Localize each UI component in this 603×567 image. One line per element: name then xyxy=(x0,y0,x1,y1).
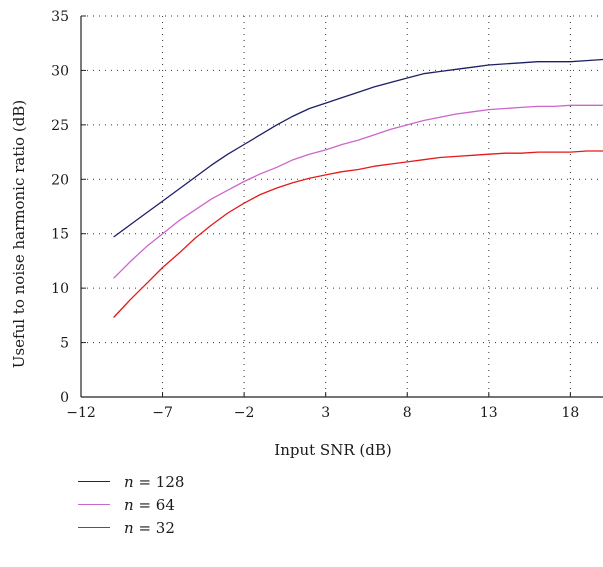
legend-label-n128: n = 128 xyxy=(124,472,185,491)
y-tick-label: 0 xyxy=(60,390,69,406)
legend-item-n32: n = 32 xyxy=(78,516,184,539)
legend-item-n128: n = 128 xyxy=(78,470,184,493)
x-tick-label: −2 xyxy=(234,405,255,421)
grid-layer xyxy=(81,15,603,397)
y-tick-label: 35 xyxy=(51,9,69,25)
x-axis-label: Input SNR (dB) xyxy=(274,441,391,459)
series-line-1 xyxy=(113,104,603,279)
x-tick-label: 18 xyxy=(561,405,579,421)
legend: n = 128 n = 64 n = 32 xyxy=(78,470,184,539)
x-tick-label: 3 xyxy=(321,405,330,421)
axes xyxy=(80,15,603,398)
x-tick-label: 8 xyxy=(403,405,412,421)
legend-swatch-n32 xyxy=(78,527,110,528)
y-tick-label: 10 xyxy=(51,281,69,297)
series-lines xyxy=(113,58,603,318)
y-axis-label: Useful to noise harmonic ratio (dB) xyxy=(10,100,28,368)
x-tick-label: −7 xyxy=(152,405,173,421)
legend-label-n32: n = 32 xyxy=(124,518,175,537)
series-line-0 xyxy=(113,58,603,238)
legend-swatch-n128 xyxy=(78,481,110,482)
series-line-2 xyxy=(113,150,603,318)
tick-labels: −12 −7 −2 3 8 13 18 0 5 10 15 20 25 30 35 xyxy=(51,9,579,421)
y-tick-label: 15 xyxy=(51,227,69,243)
x-tick-label: 13 xyxy=(480,405,498,421)
y-tick-label: 25 xyxy=(51,118,69,134)
legend-label-n64: n = 64 xyxy=(124,495,175,514)
y-tick-label: 20 xyxy=(51,172,69,188)
y-tick-label: 30 xyxy=(51,63,69,79)
legend-item-n64: n = 64 xyxy=(78,493,184,516)
x-tick-label: −12 xyxy=(66,405,96,421)
legend-swatch-n64 xyxy=(78,504,110,505)
y-tick-label: 5 xyxy=(60,336,69,352)
